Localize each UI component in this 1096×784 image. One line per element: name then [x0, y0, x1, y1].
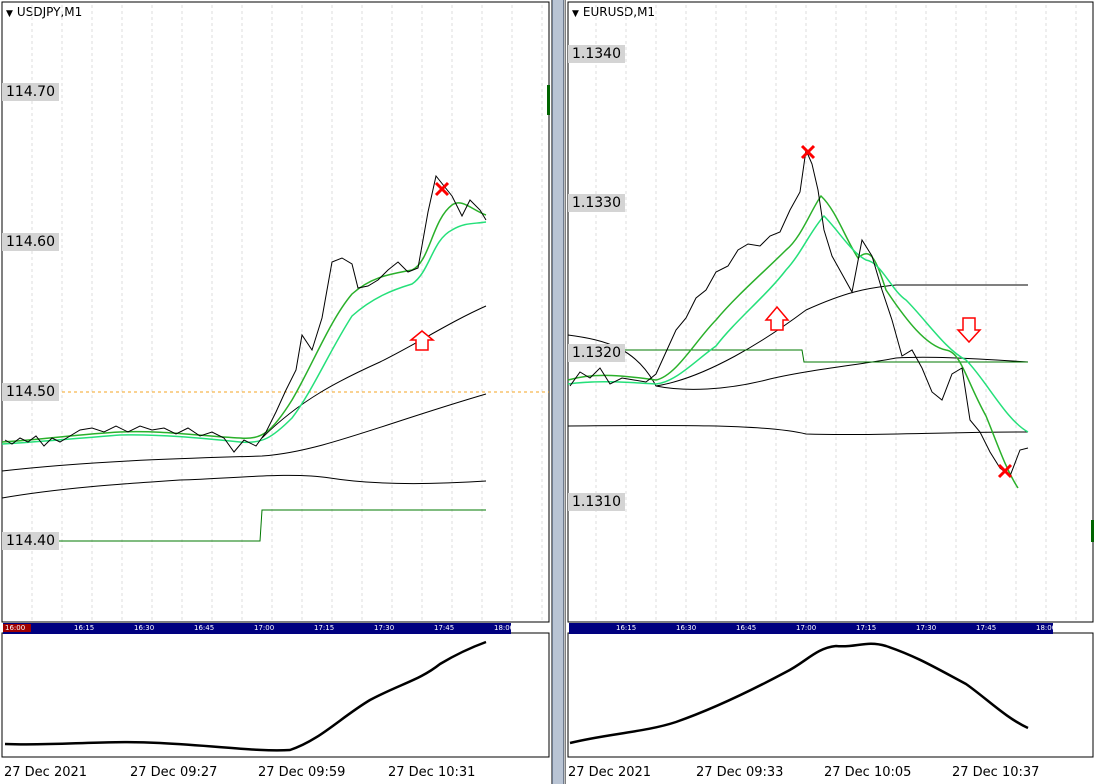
dropdown-triangle-icon[interactable]: ▼	[6, 9, 13, 19]
price-label: 1.1310	[568, 493, 625, 511]
date-label: 27 Dec 09:27	[130, 765, 218, 780]
price-label: 114.70	[2, 83, 59, 101]
time-scale: 16:15 16:30 16:45 17:00 17:15 17:30 17:4…	[569, 623, 1057, 634]
time-label: 18:00	[1036, 624, 1057, 632]
time-label: 16:30	[676, 624, 697, 632]
time-label: 16:45	[194, 624, 215, 632]
time-label: 17:15	[314, 624, 335, 632]
grid-lines	[31, 5, 543, 620]
time-label: 17:45	[434, 624, 455, 632]
price-label: 114.40	[2, 532, 59, 550]
signal-step-line	[568, 349, 1028, 363]
date-label: 27 Dec 2021	[568, 765, 652, 780]
ma-slow-line	[567, 214, 1029, 433]
time-label: 17:00	[254, 624, 275, 632]
time-label: 17:00	[796, 624, 817, 632]
time-label: 16:15	[74, 624, 95, 632]
envelope-mid-line	[567, 334, 1029, 390]
time-label: 16:30	[134, 624, 155, 632]
time-label: 16:45	[736, 624, 757, 632]
envelope-upper-line	[655, 284, 1028, 387]
indicator-subwindow-border	[1, 632, 550, 758]
price-label: 1.1330	[568, 194, 625, 212]
up-arrow-icon[interactable]	[408, 330, 436, 351]
time-label: 17:30	[374, 624, 395, 632]
date-label: 27 Dec 09:59	[258, 765, 346, 780]
chart-title[interactable]: ▼ EURUSD,M1	[572, 5, 655, 19]
price-candles	[569, 148, 1029, 477]
price-label: 114.60	[2, 233, 59, 251]
time-scale: 16:00 16:15 16:30 16:45 17:00 17:15 17:3…	[3, 623, 515, 634]
time-label: 17:15	[856, 624, 877, 632]
eurusd-chart-window[interactable]: ▼ EURUSD,M1	[565, 0, 1096, 784]
usdjpy-price-chart[interactable]	[0, 0, 551, 784]
envelope-upper-line	[1, 393, 487, 472]
indicator-subwindow-border	[567, 632, 1094, 758]
date-label: 27 Dec 2021	[4, 765, 88, 780]
envelope-lower-line	[567, 424, 1029, 436]
window-splitter[interactable]	[552, 0, 564, 784]
price-label: 1.1340	[568, 45, 625, 63]
price-label: 1.1320	[568, 344, 625, 362]
date-label: 27 Dec 10:37	[952, 765, 1040, 780]
time-label: 18:00	[494, 624, 515, 632]
up-arrow-icon[interactable]	[764, 305, 790, 331]
ma-fast-line	[1, 202, 487, 443]
x-mark-icon[interactable]	[434, 181, 450, 197]
down-arrow-icon[interactable]	[956, 317, 982, 344]
eurusd-price-chart[interactable]	[566, 0, 1096, 784]
price-label: 114.50	[2, 383, 59, 401]
time-label: 16:00	[3, 624, 32, 632]
dropdown-triangle-icon[interactable]: ▼	[572, 9, 579, 19]
ma-fast-line	[567, 194, 1019, 489]
x-mark-icon[interactable]	[800, 144, 816, 160]
grid-lines	[595, 5, 1077, 620]
time-label: 17:30	[916, 624, 937, 632]
time-label: 17:45	[976, 624, 997, 632]
date-label: 27 Dec 10:31	[388, 765, 476, 780]
ma-slow-line	[1, 221, 487, 445]
indicator-line	[4, 640, 487, 752]
usdjpy-chart-window[interactable]: ▼ USDJPY,M1	[0, 0, 552, 784]
date-label: 27 Dec 10:05	[824, 765, 912, 780]
chart-title[interactable]: ▼ USDJPY,M1	[6, 5, 82, 19]
indicator-line	[569, 642, 1029, 745]
signal-step-line	[2, 509, 486, 542]
symbol-label: USDJPY,M1	[16, 5, 83, 19]
time-label: 16:15	[616, 624, 637, 632]
symbol-label: EURUSD,M1	[582, 5, 656, 19]
date-label: 27 Dec 09:33	[696, 765, 784, 780]
price-candles	[4, 174, 487, 453]
envelope-mid-line	[1, 474, 487, 499]
x-mark-icon[interactable]	[997, 463, 1013, 479]
envelope-fast-line	[261, 305, 487, 439]
